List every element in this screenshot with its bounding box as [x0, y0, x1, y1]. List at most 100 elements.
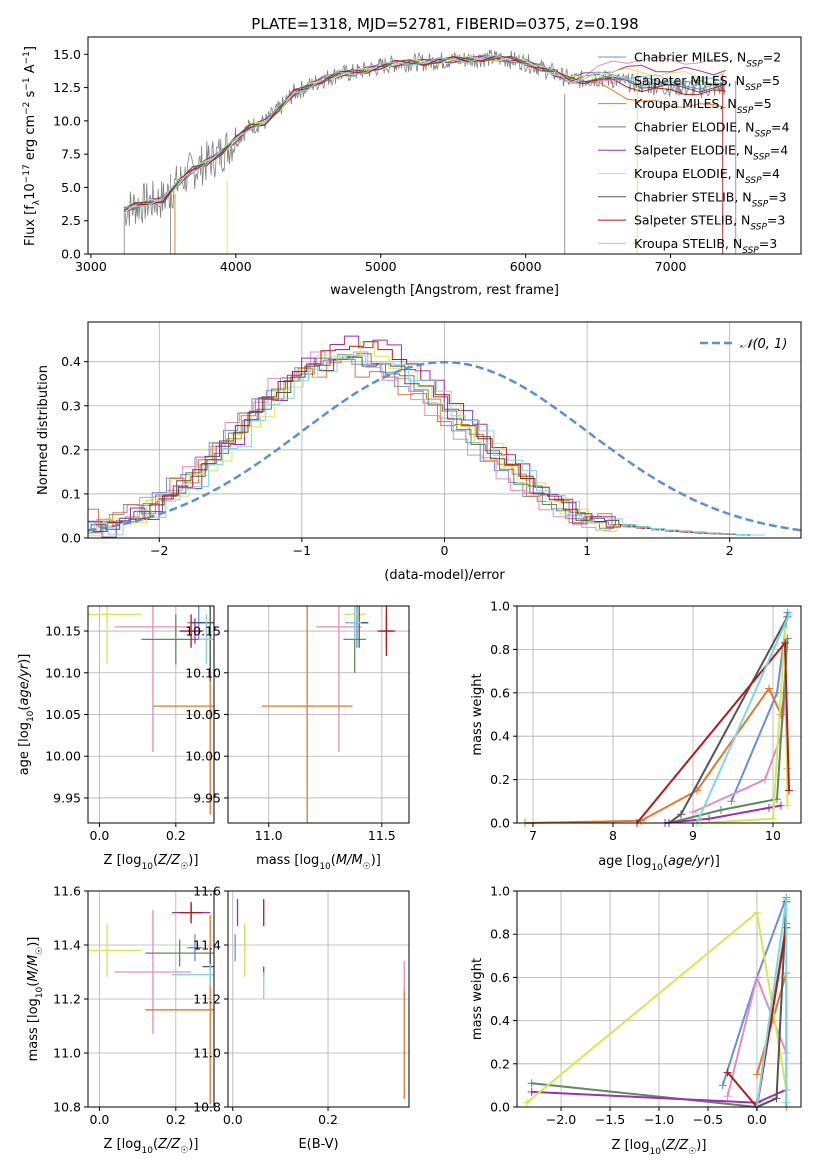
- mass-weight-vs-age-lines: [521, 608, 793, 827]
- spectrum-xtick-label: 3000: [75, 259, 107, 274]
- residuals-xtick-label: −1: [293, 543, 311, 558]
- legend-label: Chabrier STELIB, NSSP=3: [634, 189, 787, 209]
- spectrum-xtick-label: 5000: [365, 259, 397, 274]
- legend-label: Kroupa MILES, NSSP=5: [634, 96, 772, 116]
- mass-weight-vs-age-ytick-label: 0.4: [490, 729, 510, 744]
- model-spectrum-salpeter-stelib: [124, 55, 726, 209]
- residuals-axes: [88, 322, 801, 539]
- mass-weight-vs-z-ytick-label: 0.6: [490, 970, 510, 985]
- mass-weight-vs-age-xlabel: age [log10(age/yr)]: [598, 854, 720, 873]
- residual-histogram-chabrier-stelib: [90, 356, 762, 536]
- mass-weight-vs-z-xtick-label: 0.0: [747, 1112, 767, 1127]
- model-spectrum-salpeter-elodie: [123, 55, 726, 214]
- age-vs-mass-errorbars: [261, 606, 396, 823]
- spectrum-ytick-label: 12.5: [53, 80, 81, 95]
- mass-vs-ebv-xtick-label: 0.2: [318, 1112, 338, 1127]
- mass-vs-ebv-ytick-label: 11.4: [193, 938, 221, 953]
- residuals-ytick-label: 0.1: [61, 486, 81, 501]
- spectrum-ytick-label: 15.0: [53, 47, 81, 62]
- residuals-hist: [88, 335, 801, 538]
- spectrum-legend: Chabrier MILES, NSSP=2 Salpeter MILES, NS…: [598, 50, 789, 256]
- mass-vs-z-xtick-label: 0.2: [166, 1112, 186, 1127]
- spectrum-ytick-label: 0.0: [61, 247, 81, 262]
- legend-label: Chabrier MILES, NSSP=2: [634, 50, 781, 70]
- mass-weight-vs-z-xtick-label: −1.0: [644, 1112, 674, 1127]
- spectrum-xlabel: wavelength [Angstrom, rest frame]: [330, 283, 559, 298]
- mass-vs-ebv-ytick-label: 11.2: [193, 992, 221, 1007]
- residuals-ytick-label: 0.4: [61, 354, 81, 369]
- mass-weight-series-kroupa-stelib: [696, 614, 790, 824]
- mass-weight-vs-z-ytick-label: 0.4: [490, 1013, 510, 1028]
- spectrum-border: [87, 36, 802, 255]
- model-spectrum-chabrier-stelib: [123, 55, 726, 212]
- spectrum-xtick-label: 7000: [655, 259, 687, 274]
- mass-weight-vs-z-ytick-label: 0.0: [490, 1100, 510, 1115]
- mass-weight-vs-age-ytick-label: 0.8: [490, 642, 510, 657]
- mass-vs-ebv-xtick-label: 0.0: [223, 1112, 243, 1127]
- age-vs-mass-xlabel: mass [log10(M/M☉)]: [256, 853, 381, 872]
- mass-weight-vs-age-ytick-label: 0.6: [490, 685, 510, 700]
- mass-weight-vs-age-ytick-label: 0.2: [490, 772, 510, 787]
- legend-label: Salpeter STELIB, NSSP=3: [634, 213, 785, 233]
- age-vs-z-ytick-label: 10.05: [45, 707, 81, 722]
- mass-weight-vs-z-xtick-label: −1.5: [595, 1112, 625, 1127]
- mass-vs-z-ytick-label: 11.0: [53, 1046, 81, 1061]
- mass-vs-z-ytick-label: 11.6: [53, 884, 81, 899]
- normal-distribution-curve: [88, 360, 801, 532]
- age-vs-mass-ytick-label: 9.95: [193, 790, 221, 805]
- residual-histogram-chabrier-elodie: [88, 353, 757, 536]
- spectrum-ytick-label: 5.0: [61, 180, 81, 195]
- residuals-xtick-label: 0: [441, 543, 449, 558]
- mass-weight-vs-age-ytick-label: 1.0: [490, 599, 510, 614]
- spectrum-lines: [123, 49, 737, 254]
- figure-title: PLATE=1318, MJD=52781, FIBERID=0375, z=0…: [251, 15, 638, 33]
- spectrum-xtick-label: 6000: [510, 259, 542, 274]
- mass-weight-vs-age-xtick-label: 7: [529, 828, 537, 843]
- age-vs-z-errorbars: [88, 606, 214, 815]
- age-vs-mass-axes: [228, 606, 409, 823]
- age-vs-z-xlabel: Z [log10(Z/Z☉)]: [104, 853, 199, 872]
- residuals-ytick-label: 0.2: [61, 442, 81, 457]
- age-vs-mass-xtick-label: 11.0: [255, 828, 283, 843]
- residuals-xlabel: (data-model)/error: [384, 568, 505, 583]
- mass-vs-z-ylabel: mass [log10(M/M☉)]: [26, 937, 45, 1062]
- mass-weight-vs-age-axes: [517, 605, 801, 824]
- mass-vs-z-ytick-label: 11.2: [53, 992, 81, 1007]
- legend-label: Salpeter MILES, NSSP=5: [634, 73, 780, 93]
- mass-weight-series-salpeter-elodie: [664, 804, 782, 824]
- residuals-ytick-label: 0.3: [61, 398, 81, 413]
- legend-label: Kroupa ELODIE, NSSP=4: [634, 166, 780, 186]
- age-vs-z-ytick-label: 10.00: [45, 749, 81, 764]
- mass-vs-ebv-xlabel: E(B-V): [298, 1137, 338, 1152]
- mass-weight-vs-z-ytick-label: 0.8: [490, 927, 510, 942]
- spectrum-ylabel: Flux [fλ10−17 erg cm−2 s−1 A−1]: [22, 46, 42, 246]
- residuals-frame: −2 −1 0 1 2 0.0 0.1 0.2 0.3 0.4 (data-model)/error…: [36, 321, 802, 583]
- mass-weight-vs-z-frame: −2.0 −1.5 −1.0 −0.5 0.0 0.0 0.2 0.4 0.6 0.8 1.0 Z […: [470, 884, 802, 1157]
- mass-vs-ebv-ytick-label: 10.8: [193, 1100, 221, 1115]
- age-vs-mass-ytick-label: 10.00: [185, 749, 221, 764]
- mass-vs-ebv-ytick-label: 11.0: [193, 1046, 221, 1061]
- mass-vs-z-ytick-label: 10.8: [53, 1100, 81, 1115]
- mass-weight-vs-age-xtick-label: 9: [689, 828, 697, 843]
- mass-weight-vs-z-ylabel: mass weight: [470, 958, 485, 1040]
- age-vs-z-xtick-label: 0.2: [166, 828, 186, 843]
- age-vs-z-ytick-label: 10.10: [45, 665, 81, 680]
- mass-weight-vs-age-plot-area: [517, 606, 801, 823]
- legend-label: Salpeter ELODIE, NSSP=4: [634, 143, 788, 163]
- mass-vs-z-errorbars: [88, 901, 214, 1105]
- mass-vs-z-ytick-label: 11.4: [53, 938, 81, 953]
- mass-weight-vs-z-ytick-label: 0.2: [490, 1056, 510, 1071]
- residuals-legend: 𝒩(0, 1): [700, 337, 787, 352]
- age-vs-z-xtick-label: 0.0: [90, 828, 110, 843]
- residual-histogram-kroupa-stelib: [94, 355, 765, 536]
- age-vs-z-ylabel: age [log10(age/yr)]: [17, 654, 36, 776]
- legend-label: 𝒩(0, 1): [740, 337, 787, 352]
- residuals-xtick-label: −2: [150, 543, 168, 558]
- legend-label: Kroupa STELIB, NSSP=3: [634, 236, 777, 256]
- mass-vs-z-axes: [88, 890, 214, 1108]
- age-vs-mass-xtick-label: 11.5: [368, 828, 396, 843]
- mass-weight-vs-age-ylabel: mass weight: [470, 673, 485, 755]
- age-vs-z-axes: [88, 606, 214, 823]
- model-spectrum-kroupa-stelib: [124, 54, 726, 208]
